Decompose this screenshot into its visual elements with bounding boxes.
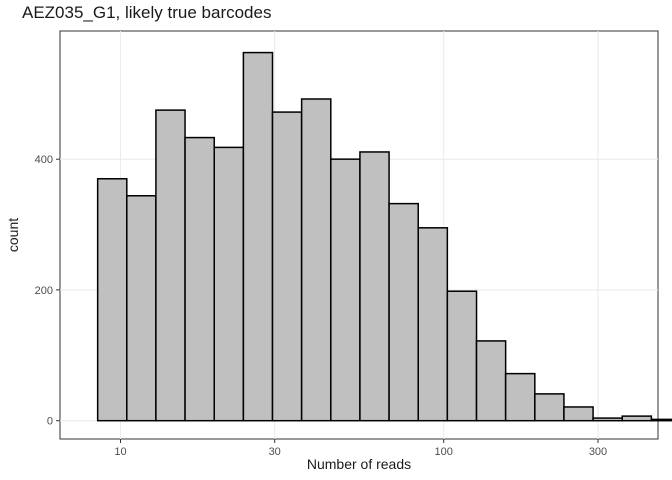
bars [96, 51, 672, 422]
y-tick-label: 0 [47, 416, 53, 428]
histogram-bar [592, 417, 624, 422]
histogram-bar [417, 227, 449, 422]
histogram-bar [621, 415, 653, 422]
histogram-bar [359, 151, 390, 422]
x-tick-label: 10 [114, 446, 126, 458]
y-tick-label: 200 [35, 285, 53, 297]
histogram-bar [213, 146, 245, 422]
histogram-bar [242, 51, 274, 422]
histogram-bar [475, 340, 507, 422]
histogram-bar [563, 406, 594, 422]
histogram-bar [184, 136, 215, 422]
histogram-bar [155, 109, 186, 422]
x-tick-label: 100 [435, 446, 453, 458]
histogram-bar [271, 111, 303, 422]
x-tick-label: 30 [269, 446, 281, 458]
histogram-bar [300, 98, 332, 422]
histogram-bar [388, 202, 419, 422]
x-axis-title: Number of reads [307, 456, 411, 472]
histogram-bar [126, 195, 157, 422]
x-tick-label: 300 [589, 446, 607, 458]
histogram-bar [330, 158, 361, 422]
histogram-bar [96, 178, 128, 422]
histogram-bar [534, 393, 565, 422]
chart-title: AEZ035_G1, likely true barcodes [22, 3, 272, 22]
plot-panel-border [59, 30, 659, 440]
histogram-bar [504, 372, 536, 422]
axes: 10 30 100 300 0 200 400 [35, 154, 608, 458]
y-tick-label: 400 [35, 154, 53, 166]
y-axis-title: count [5, 218, 21, 252]
histogram-bar [650, 418, 672, 422]
histogram-bar [446, 290, 478, 422]
